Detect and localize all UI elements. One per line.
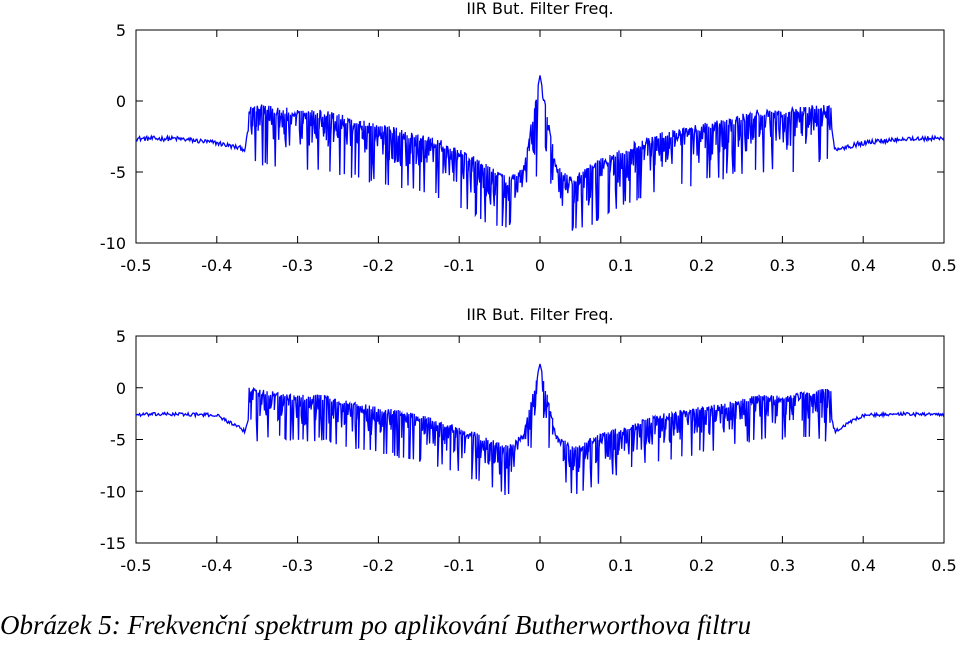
y-tick-label: 5: [116, 21, 126, 40]
plot-bottom: IIR But. Filter Freq. -0.5 -0.4 -0.3 -0.2 -0…: [100, 305, 957, 575]
x-tick-label: -0.2: [363, 256, 394, 275]
x-tick-label: -0.4: [201, 256, 232, 275]
x-tick-label: 0.3: [770, 556, 795, 575]
x-tick-label: 0.5: [931, 256, 956, 275]
x-tick-label: 0.5: [931, 556, 956, 575]
y-tick-label: 0: [116, 92, 126, 111]
x-tick-label: 0.3: [770, 256, 795, 275]
plot-title: IIR But. Filter Freq.: [466, 305, 613, 324]
figure-caption: Obrázek 5: Frekvenční spektrum po apliko…: [0, 610, 752, 640]
y-tick-label: 0: [116, 379, 126, 398]
x-tick-label: -0.4: [201, 556, 232, 575]
y-tick-label: -15: [100, 534, 126, 553]
x-tick-label: 0: [535, 556, 545, 575]
x-tick-label: -0.1: [444, 556, 475, 575]
axis-ticks: -0.5 -0.4 -0.3 -0.2 -0.1 0 0.1 0.2 0.3 0.4 0.5 5 0 -5…: [100, 327, 957, 575]
x-tick-label: -0.2: [363, 556, 394, 575]
spectrum-trace: [135, 363, 945, 496]
x-tick-label: 0.2: [689, 556, 714, 575]
x-tick-label: 0.1: [608, 556, 633, 575]
y-tick-label: -5: [110, 163, 126, 182]
y-tick-label: 5: [116, 327, 126, 346]
x-tick-label: -0.3: [282, 256, 313, 275]
plot-top: IIR But. Filter Freq. -0.5 -0.4 -0.3 -0.2 -0…: [100, 0, 957, 275]
x-tick-label: -0.5: [120, 256, 151, 275]
plot-title: IIR But. Filter Freq.: [466, 0, 613, 18]
x-tick-label: 0.4: [850, 256, 875, 275]
spectrum-trace: [136, 75, 945, 231]
x-tick-label: -0.1: [444, 256, 475, 275]
x-tick-label: 0: [535, 256, 545, 275]
x-tick-label: 0.4: [850, 556, 875, 575]
y-tick-label: -5: [110, 431, 126, 450]
axes-frame: [135, 29, 945, 244]
y-tick-label: -10: [100, 482, 126, 501]
axis-ticks: -0.5 -0.4 -0.3 -0.2 -0.1 0 0.1 0.2 0.3 0.4 0.5 5 0 -5…: [100, 21, 957, 275]
x-tick-label: 0.1: [608, 256, 633, 275]
x-tick-label: -0.3: [282, 556, 313, 575]
figure: IIR But. Filter Freq. -0.5 -0.4 -0.3 -0.2 -0…: [100, 0, 957, 575]
y-tick-label: -10: [100, 234, 126, 253]
x-tick-label: -0.5: [120, 556, 151, 575]
x-tick-label: 0.2: [689, 256, 714, 275]
